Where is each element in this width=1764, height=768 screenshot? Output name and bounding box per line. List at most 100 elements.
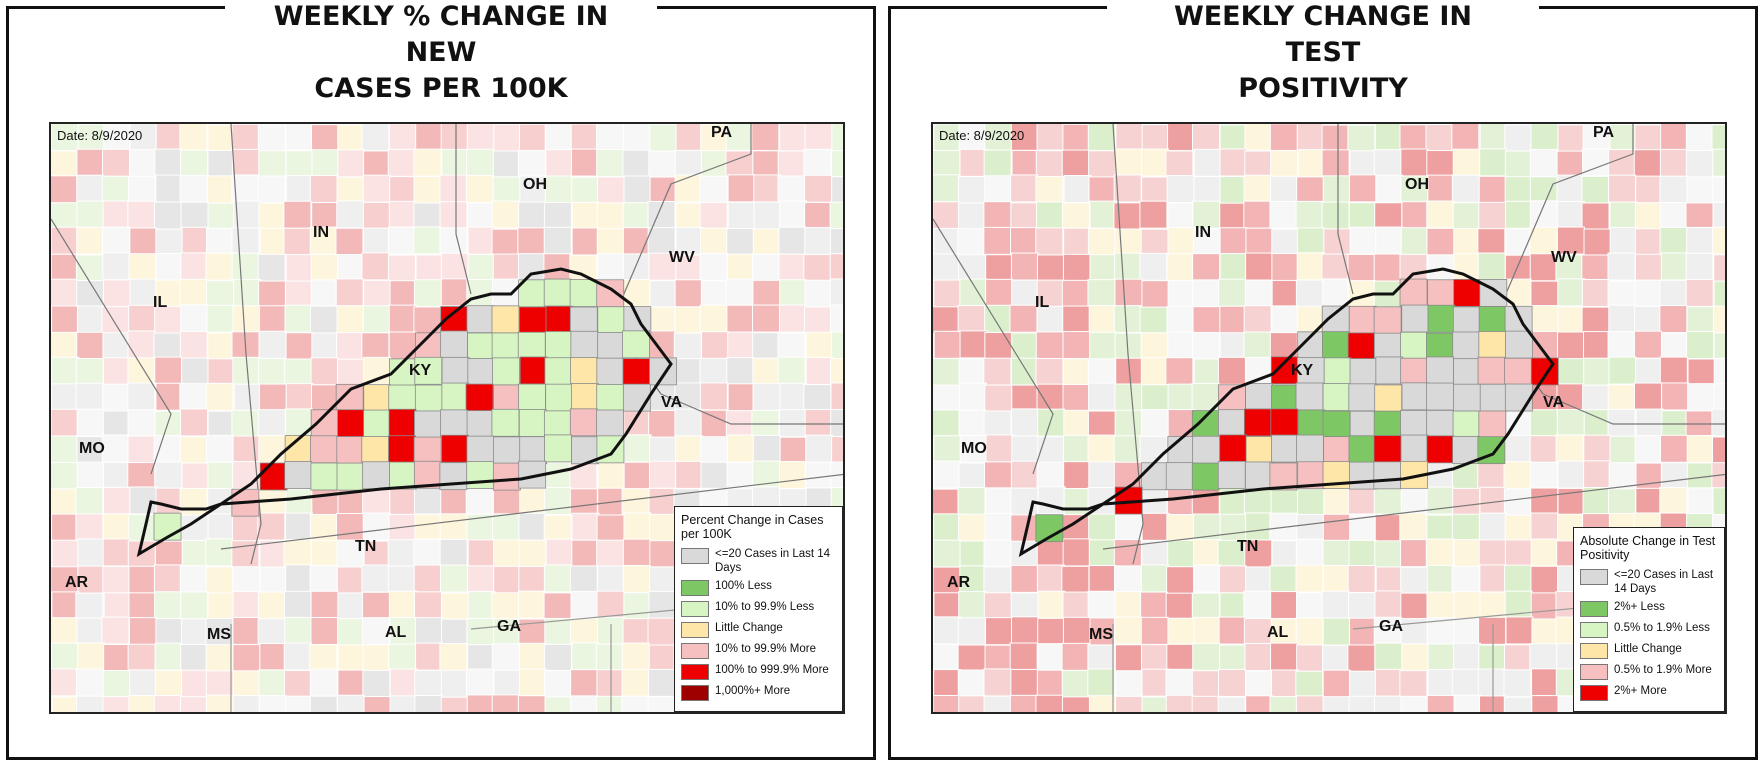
county-cell [1401,643,1430,672]
county-cell [699,175,728,204]
county-cell [1295,538,1324,567]
county-cell [543,514,572,543]
county-cell [1504,200,1533,229]
county-cell [257,512,286,541]
county-cell [571,201,600,230]
county-cell [957,175,986,204]
county-cell [804,174,833,203]
county-cell [1011,435,1040,464]
county-cell [414,617,443,646]
county-cell [570,148,599,177]
county-cell [544,696,573,712]
ky-county-cell [543,278,572,307]
county-cell [1088,513,1117,542]
county-cell [1348,539,1377,568]
county-cell [957,202,986,231]
panel-title: WEEKLY CHANGE IN TEST POSITIVITY [1107,0,1539,109]
county-cell [1167,124,1196,152]
county-cell [1297,149,1326,178]
county-cell [1607,331,1636,360]
county-cell [179,174,208,203]
ky-county-cell [622,358,651,387]
county-cell [466,668,495,697]
county-cell [1530,538,1559,567]
county-cell [1426,564,1455,593]
county-cell [933,669,962,698]
county-cell [1583,228,1612,257]
county-cell [1321,590,1350,619]
county-cell [1685,252,1714,281]
county-cell [1087,644,1116,673]
county-cell [205,382,234,411]
county-cell [309,305,338,334]
county-cell [51,124,79,152]
county-cell [623,124,652,151]
county-cell [1295,564,1324,593]
county-cell [647,227,676,256]
county-cell [1503,461,1532,490]
county-cell [1061,696,1090,712]
county-cell [413,279,442,308]
county-cell [958,254,987,283]
county-cell [726,434,755,463]
county-cell [933,409,960,438]
county-cell [180,643,209,672]
county-cell [596,148,625,177]
county-cell [623,175,652,204]
county-cell [1347,486,1376,515]
county-cell [311,332,340,361]
county-cell [1607,384,1636,413]
county-cell [1192,642,1221,671]
county-cell [725,124,754,151]
ky-county-cell [1322,331,1350,360]
county-cell [1010,592,1039,621]
legend-swatch [681,580,709,596]
county-cell [543,564,572,593]
county-cell [1634,279,1663,308]
county-cell [205,566,234,595]
county-cell [1217,356,1246,385]
county-cell [309,695,338,712]
county-cell [1504,176,1533,205]
county-cell [180,201,209,230]
county-cell [726,227,755,256]
county-cell [1193,616,1222,645]
ky-county-cell [1296,357,1325,385]
county-cell [1087,124,1116,152]
county-cell [1167,280,1196,309]
county-cell [1685,150,1714,179]
county-cell [983,592,1012,621]
county-cell [102,486,131,515]
county-cell [1011,279,1040,308]
ky-county-cell [543,410,572,439]
county-cell [570,124,599,152]
county-cell [1062,591,1091,620]
county-cell [179,330,208,359]
county-cell [1035,331,1064,360]
county-cell [441,618,470,647]
county-cell [1141,540,1170,569]
county-cell [311,202,340,231]
county-cell [596,514,625,543]
county-cell [957,669,986,698]
county-cell [181,226,210,255]
county-cell [1399,253,1428,282]
county-cell [933,358,960,387]
county-cell [1477,462,1506,491]
county-cell [284,304,313,333]
county-cell [983,357,1012,386]
county-cell [101,306,130,335]
county-cell [387,148,416,177]
county-cell [258,669,287,698]
county-cell [1193,564,1222,593]
county-cell [1140,148,1169,177]
county-cell [1219,202,1248,231]
state-label-pa: PA [711,124,733,141]
county-cell [544,124,573,151]
county-cell [231,148,260,177]
county-cell [1451,668,1480,697]
county-cell [623,434,652,463]
county-cell [51,696,80,712]
county-cell [1166,253,1195,282]
ky-county-cell [1373,410,1402,439]
